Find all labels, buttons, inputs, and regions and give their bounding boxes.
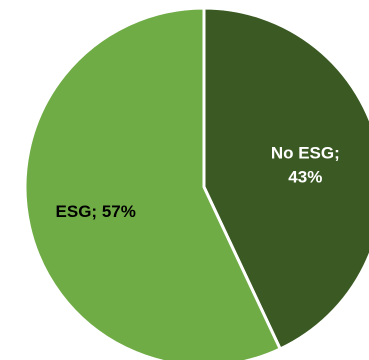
pie-slice-esg — [23, 6, 282, 360]
pie-slice-label-esg: ESG; 57% — [56, 202, 136, 221]
pie-slice-no-esg — [202, 6, 369, 351]
pie-slice-label-no-esg: No ESG; 43% — [271, 143, 340, 186]
